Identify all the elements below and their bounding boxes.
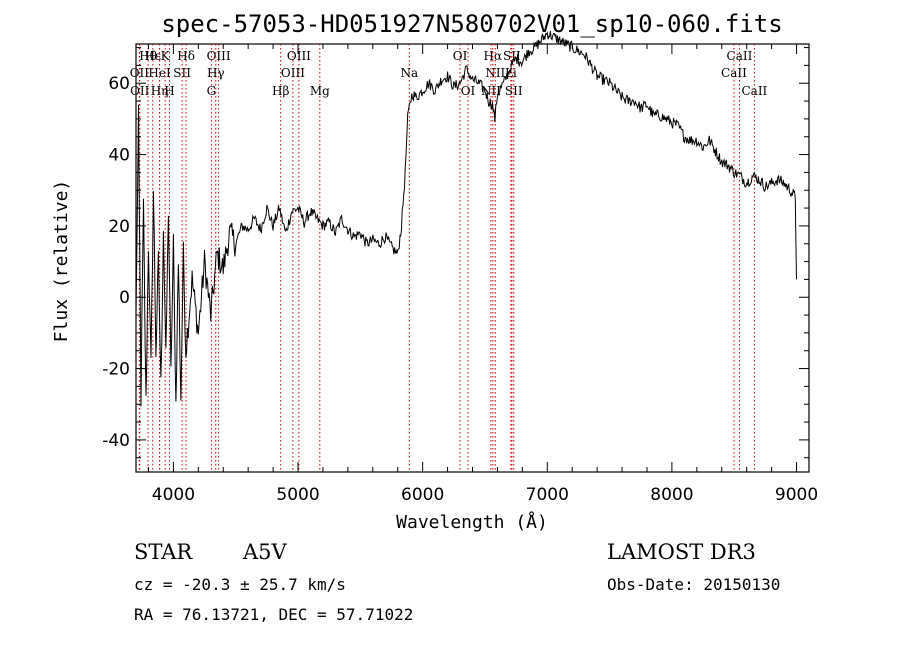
line-marker-label-6: K bbox=[161, 49, 171, 63]
y-tick-label: 20 bbox=[108, 217, 130, 237]
x-tick-label: 5000 bbox=[276, 485, 319, 505]
series-line-flux bbox=[135, 30, 797, 407]
line-marker-label-8: H bbox=[164, 84, 174, 98]
object-class: STAR bbox=[134, 540, 193, 564]
y-tick-label: -40 bbox=[102, 431, 130, 451]
line-marker-label-13: OIII bbox=[287, 49, 311, 63]
object-subclass: A5V bbox=[242, 540, 288, 564]
line-marker-label-18: OI bbox=[453, 49, 468, 63]
x-tick-label: 7000 bbox=[526, 485, 569, 505]
y-tick-label: 40 bbox=[108, 146, 130, 166]
y-tick-label: 60 bbox=[108, 74, 130, 94]
line-marker-label-17: Na bbox=[400, 66, 418, 80]
line-marker-label-20: Hα bbox=[484, 49, 503, 63]
line-marker-label-28: CaII bbox=[741, 84, 767, 98]
coordinates: RA = 76.13721, DEC = 57.71022 bbox=[134, 605, 413, 624]
line-marker-label-15: Hβ bbox=[272, 84, 289, 98]
line-marker-label-21: NII bbox=[485, 66, 505, 80]
line-marker-label-5: Hη bbox=[151, 84, 169, 98]
line-marker-label-9: Hδ bbox=[177, 49, 195, 63]
x-tick-label: 4000 bbox=[152, 485, 195, 505]
line-marker-label-2: OII bbox=[130, 84, 150, 98]
plot-frame bbox=[135, 43, 810, 473]
y-tick-label: 0 bbox=[119, 288, 130, 308]
spectrum-series bbox=[135, 30, 797, 407]
line-marker-label-11: Hγ bbox=[207, 66, 225, 80]
x-axis-label: Wavelength (Å) bbox=[396, 511, 548, 533]
x-axis: 4000 5000 6000 7000 8000 9000 bbox=[147, 44, 818, 505]
x-tick-label: 8000 bbox=[650, 485, 693, 505]
y-axis: -40 -20 0 20 40 60 bbox=[102, 47, 809, 459]
line-marker-label-12: G bbox=[207, 84, 217, 98]
x-tick-label: 9000 bbox=[775, 485, 818, 505]
line-marker-label-3: Hε bbox=[144, 49, 161, 63]
obs-date: Obs-Date: 20150130 bbox=[607, 575, 780, 594]
chart-title: spec-57053-HD051927N580702V01_sp10-060.f… bbox=[161, 10, 782, 38]
redshift-text: cz = -20.3 ± 25.7 km/s bbox=[134, 575, 346, 594]
y-axis-label: Flux (relative) bbox=[51, 180, 72, 343]
y-tick-label: -20 bbox=[102, 360, 130, 380]
line-marker-label-10: OIII bbox=[207, 49, 231, 63]
survey-name: LAMOST DR3 bbox=[607, 540, 756, 564]
line-marker-label-25: SII bbox=[505, 84, 523, 98]
line-marker-label-14: OIII bbox=[281, 66, 305, 80]
line-marker-label-26: CaII bbox=[727, 49, 753, 63]
x-tick-label: 6000 bbox=[401, 485, 444, 505]
line-marker-label-19: OI bbox=[461, 84, 476, 98]
line-marker-label-16: Mg bbox=[310, 84, 330, 98]
line-marker-label-27: CaII bbox=[721, 66, 747, 80]
line-marker-label-7: SII bbox=[173, 66, 191, 80]
